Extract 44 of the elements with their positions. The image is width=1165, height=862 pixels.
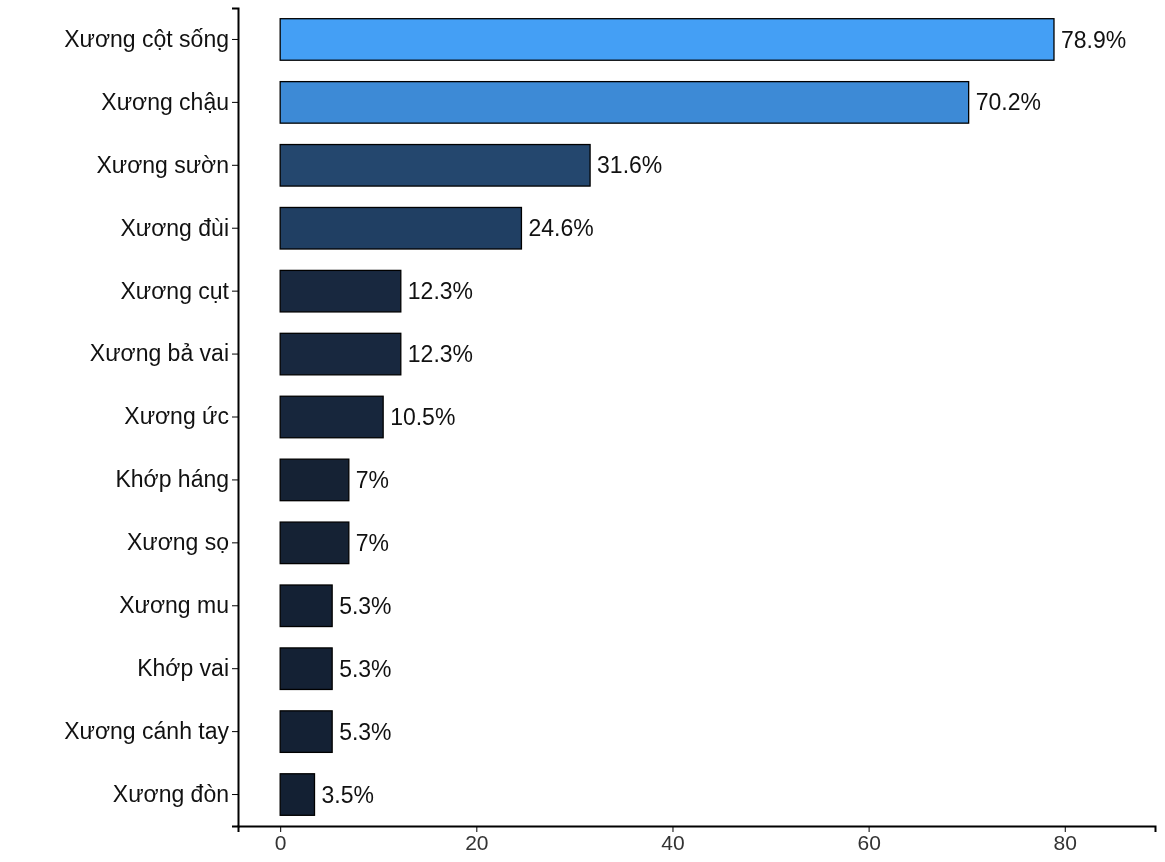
- y-tick-label: Xương đùi: [120, 214, 229, 241]
- data-label: 7%: [355, 466, 390, 493]
- bar: [279, 710, 333, 754]
- bar: [279, 395, 384, 439]
- data-label: 12.3%: [407, 278, 474, 305]
- bar: [279, 647, 333, 691]
- data-label: 5.3%: [339, 718, 392, 745]
- x-tick-label: 20: [465, 830, 489, 854]
- x-tick-label: 0: [274, 830, 287, 854]
- y-tick-label: Xương chậu: [101, 88, 229, 115]
- data-label: 24.6%: [528, 215, 594, 242]
- bar: [279, 521, 350, 565]
- y-tick-label: Xương sọ: [126, 529, 229, 556]
- data-label: 5.3%: [339, 655, 392, 682]
- bar: [279, 18, 1055, 61]
- bar: [279, 206, 523, 250]
- y-tick-label: Xương bả vai: [89, 340, 229, 367]
- x-tick-label: 60: [857, 830, 881, 854]
- data-label: 78.9%: [1060, 26, 1127, 53]
- bar: [279, 584, 333, 628]
- y-tick-label: Xương cánh tay: [64, 717, 230, 744]
- y-tick-label: Xương đòn: [112, 780, 229, 807]
- y-tick-label: Xương cụt: [120, 277, 230, 304]
- bar: [279, 143, 591, 187]
- data-label: 7%: [355, 529, 390, 556]
- x-tick-label: 80: [1053, 830, 1077, 854]
- bar: [279, 269, 402, 313]
- data-label: 3.5%: [321, 781, 374, 808]
- bar: [279, 332, 402, 376]
- y-tick-label: Khớp vai: [137, 655, 229, 682]
- bar: [279, 773, 316, 816]
- data-label: 10.5%: [390, 404, 456, 431]
- y-tick-label: Xương sườn: [96, 151, 229, 178]
- data-label: 5.3%: [339, 592, 392, 619]
- data-label: 31.6%: [597, 152, 663, 179]
- data-label: 70.2%: [975, 89, 1041, 116]
- x-tick-label: 40: [661, 830, 685, 854]
- y-tick-label: Xương cột sống: [64, 25, 229, 52]
- y-tick-label: Xương ức: [124, 403, 229, 430]
- y-tick-label: Xương mu: [119, 592, 229, 619]
- bar: [279, 458, 350, 502]
- y-tick-label: Khớp háng: [115, 466, 229, 493]
- data-label: 12.3%: [407, 341, 474, 368]
- bar: [279, 80, 970, 124]
